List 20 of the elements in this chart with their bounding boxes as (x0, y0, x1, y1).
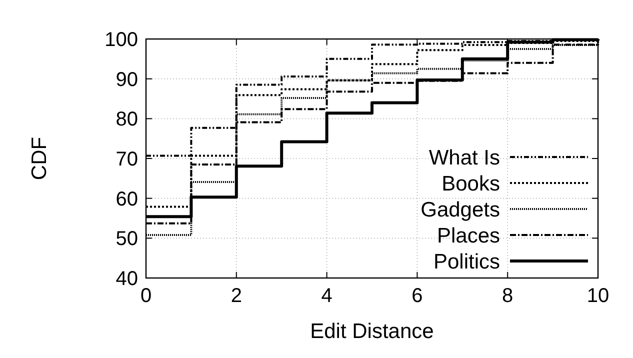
x-axis-title: Edit Distance (310, 320, 434, 343)
x-tick-label: 8 (502, 285, 514, 307)
legend-label: What Is (428, 146, 500, 170)
y-tick-label: 100 (104, 29, 138, 51)
x-tick-label: 4 (321, 285, 332, 307)
y-tick-label: 40 (116, 268, 138, 290)
y-tick-label: 90 (116, 68, 138, 91)
x-tick-label: 0 (140, 285, 152, 307)
x-tick-label: 2 (230, 285, 242, 307)
legend-label: Gadgets (420, 198, 500, 222)
y-tick-label: 70 (116, 148, 138, 170)
y-tick-label: 80 (116, 108, 138, 131)
x-tick-label: 10 (586, 285, 610, 307)
y-tick-label: 50 (116, 228, 138, 250)
legend-label: Books (442, 172, 500, 196)
y-axis-title: CDF (28, 136, 51, 180)
legend-label: Places (436, 224, 500, 248)
y-tick-label: 60 (116, 188, 138, 210)
legend-label: Politics (433, 250, 500, 274)
x-tick-label: 6 (412, 285, 423, 307)
